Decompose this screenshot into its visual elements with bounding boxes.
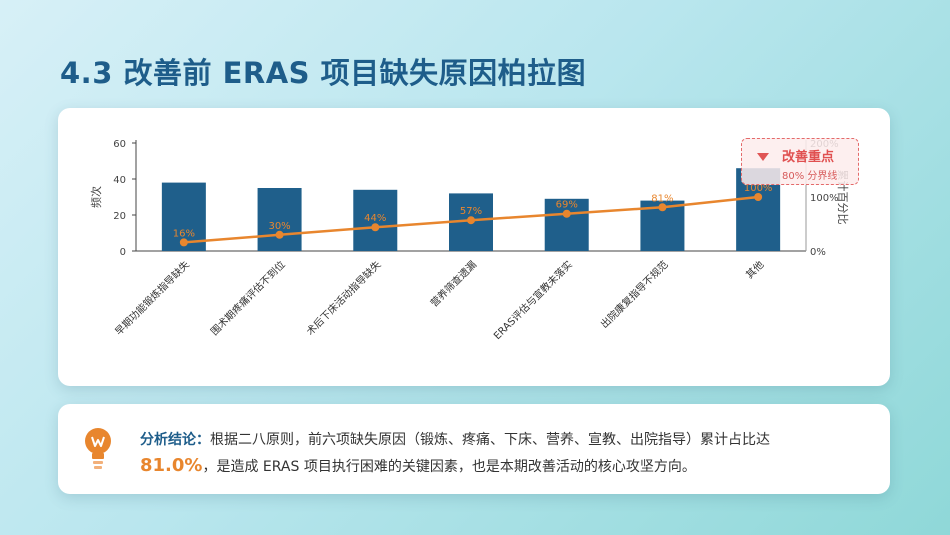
callout-sub: 80% 分界线 bbox=[782, 171, 838, 182]
cumulative-point bbox=[562, 209, 571, 218]
pareto-chart: 02040600%100%200%频次累计百分比早期功能锻炼指导缺失围术期疼痛评… bbox=[89, 139, 849, 342]
x-tick-label: 其他 bbox=[743, 258, 766, 281]
x-tick-label: 出院康复指导不规范 bbox=[598, 258, 671, 331]
cumulative-point bbox=[275, 230, 284, 239]
conclusion-text-2: ，是造成 ERAS 项目执行困难的关键因素，也是本期改善活动的核心攻坚方向。 bbox=[202, 459, 696, 475]
conclusion-card: 分析结论：根据二八原则，前六项缺失原因（锻炼、疼痛、下床、营养、宣教、出院指导）… bbox=[58, 404, 890, 494]
cumulative-point bbox=[467, 216, 475, 225]
lightbulb-icon bbox=[85, 428, 111, 469]
y-tick-label: 60 bbox=[113, 139, 126, 150]
cumulative-label: 100% bbox=[744, 183, 773, 194]
conclusion-text: 分析结论：根据二八原则，前六项缺失原因（锻炼、疼痛、下床、营养、宣教、出院指导）… bbox=[140, 428, 860, 480]
x-tick-label: 术后下床活动指导缺失 bbox=[304, 258, 384, 338]
improvement-focus-callout: 改善重点 80% 分界线 bbox=[741, 138, 859, 185]
x-tick-label: 早期功能锻炼指导缺失 bbox=[112, 258, 192, 338]
x-tick-label: 围术期疼痛评估不到位 bbox=[208, 258, 288, 338]
conclusion-lead: 分析结论： bbox=[140, 432, 210, 448]
cumulative-label: 16% bbox=[173, 228, 195, 239]
cumulative-label: 69% bbox=[556, 200, 578, 211]
cumulative-point bbox=[179, 238, 188, 247]
chart-card: 02040600%100%200%频次累计百分比早期功能锻炼指导缺失围术期疼痛评… bbox=[58, 108, 890, 386]
x-tick-label: 营养筛查遗漏 bbox=[428, 258, 480, 310]
cumulative-point bbox=[754, 193, 763, 201]
callout-label: 改善重点 bbox=[782, 150, 835, 165]
y2-tick-label: 0% bbox=[810, 247, 826, 258]
cumulative-point bbox=[658, 203, 667, 212]
y-tick-label: 20 bbox=[113, 211, 126, 222]
x-tick-label: ERAS评估与宣教未落实 bbox=[491, 258, 575, 342]
cumulative-label: 81% bbox=[651, 193, 673, 204]
bar bbox=[544, 198, 589, 251]
cumulative-label: 44% bbox=[364, 213, 386, 224]
y-tick-label: 0 bbox=[120, 247, 126, 258]
triangle-down-icon bbox=[757, 153, 769, 161]
cumulative-point bbox=[371, 223, 380, 232]
y-axis-label: 频次 bbox=[89, 186, 103, 208]
cumulative-label: 30% bbox=[268, 221, 290, 232]
conclusion-text-1: 根据二八原则，前六项缺失原因（锻炼、疼痛、下床、营养、宣教、出院指导）累计占比达 bbox=[210, 432, 770, 448]
y2-tick-label: 100% bbox=[810, 193, 839, 204]
bar bbox=[353, 189, 398, 251]
cumulative-label: 57% bbox=[460, 206, 482, 217]
page-title: 4.3 改善前 ERAS 项目缺失原因柏拉图 bbox=[60, 56, 587, 90]
conclusion-highlight: 81.0% bbox=[140, 455, 203, 476]
y-tick-label: 40 bbox=[113, 175, 126, 186]
bar bbox=[257, 188, 302, 251]
